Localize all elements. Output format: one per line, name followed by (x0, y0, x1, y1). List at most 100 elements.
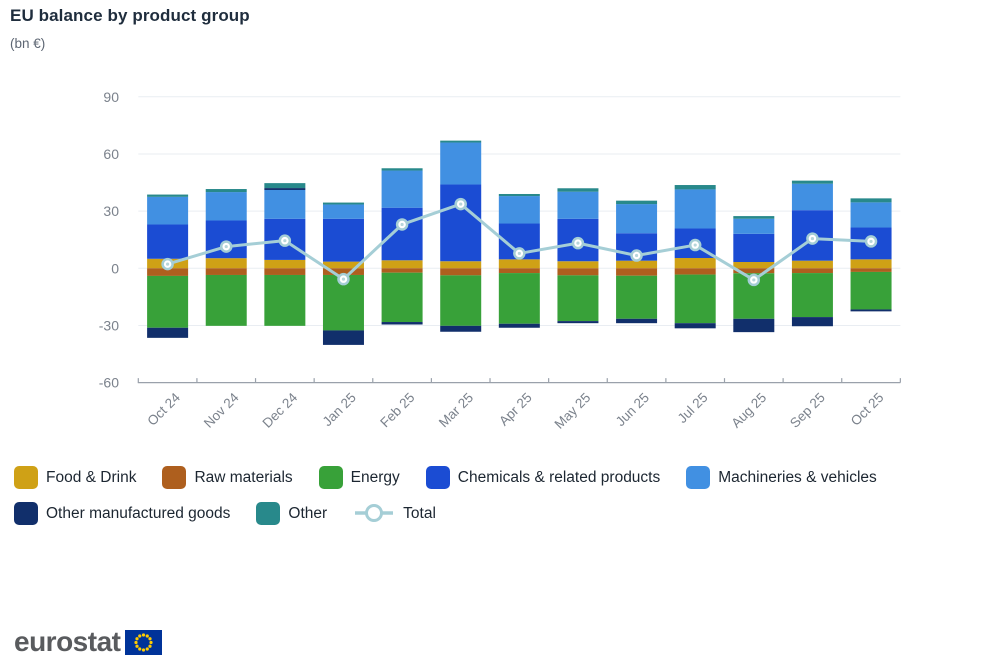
bar-segment[interactable] (557, 275, 599, 322)
bar-segment[interactable] (322, 218, 364, 262)
bar-segment[interactable] (616, 318, 658, 324)
legend-item-other[interactable]: Other (256, 501, 327, 525)
bar-segment[interactable] (322, 202, 364, 205)
legend-item-chemicals-related-products[interactable]: Chemicals & related products (425, 466, 660, 489)
bar-segment[interactable] (264, 183, 306, 189)
bar-segment[interactable] (147, 268, 189, 276)
bar-segment[interactable] (674, 185, 716, 190)
bar-segment[interactable] (147, 327, 189, 338)
bar-segment[interactable] (557, 191, 599, 219)
bar-segment[interactable] (264, 268, 306, 275)
chart-unit-subtitle: (bn €) (10, 36, 46, 51)
bar-segment[interactable] (498, 273, 540, 324)
bar-segment[interactable] (850, 202, 892, 228)
bar-segment[interactable] (205, 274, 247, 326)
bar-segment[interactable] (850, 198, 892, 203)
total-marker-dot (283, 239, 287, 243)
bar-segment[interactable] (440, 184, 482, 262)
bar-segment[interactable] (498, 196, 540, 224)
total-marker-dot (634, 253, 639, 258)
bar-segment[interactable] (733, 233, 775, 263)
bar-segment[interactable] (205, 258, 247, 269)
bar-segment[interactable] (557, 188, 599, 192)
bar-segment[interactable] (733, 318, 775, 333)
eu-flag-star (149, 640, 154, 644)
bar-segment[interactable] (791, 180, 833, 184)
bar-segment[interactable] (616, 275, 658, 319)
bar-segment[interactable] (322, 204, 364, 219)
bar-segment[interactable] (381, 272, 423, 323)
bar-segment[interactable] (498, 268, 540, 274)
bar-segment[interactable] (557, 268, 599, 276)
bar-segment[interactable] (381, 207, 423, 261)
bar-segment[interactable] (147, 194, 189, 197)
bar-segment[interactable] (147, 275, 189, 328)
bar-segment[interactable] (322, 268, 364, 275)
bar-segment[interactable] (557, 321, 599, 324)
bar-segment[interactable] (498, 323, 540, 328)
total-marker-dot (224, 244, 228, 249)
bar-segment[interactable] (322, 261, 364, 269)
bar-segment[interactable] (440, 275, 482, 326)
bar-segment[interactable] (674, 189, 716, 229)
bar-segment[interactable] (791, 273, 833, 318)
bar-segment[interactable] (733, 268, 775, 274)
bar-segment[interactable] (381, 168, 423, 171)
bar-segment[interactable] (147, 196, 189, 225)
bar-segment[interactable] (205, 192, 247, 221)
eu-flag-star (146, 633, 150, 638)
bar-segment[interactable] (674, 268, 716, 275)
bar-segment[interactable] (674, 323, 716, 329)
y-axis-label: 30 (103, 203, 119, 219)
bar-segment[interactable] (440, 325, 482, 332)
bar-segment[interactable] (791, 183, 833, 211)
bar-segment[interactable] (616, 200, 658, 205)
bar-segment[interactable] (440, 140, 482, 143)
bar-segment[interactable] (616, 260, 658, 269)
bar-segment[interactable] (733, 218, 775, 234)
bar-segment[interactable] (850, 268, 892, 272)
bar-segment[interactable] (674, 274, 716, 324)
legend-item-food-drink[interactable]: Food & Drink (14, 466, 136, 489)
eurostat-logo-text: eurostat (14, 626, 121, 657)
legend-item-other-manufactured-goods[interactable]: Other manufactured goods (14, 501, 230, 525)
bar-segment[interactable] (850, 309, 892, 312)
bar-segment[interactable] (616, 268, 658, 276)
bar-segment[interactable] (733, 216, 775, 219)
bar-segment[interactable] (264, 274, 306, 326)
bar-segment[interactable] (322, 330, 364, 345)
bar-segment[interactable] (498, 193, 540, 197)
legend-item-energy[interactable]: Energy (318, 466, 400, 489)
bar-segment[interactable] (440, 268, 482, 276)
bar-segment[interactable] (850, 259, 892, 269)
eurostat-logo: eurostat (14, 626, 163, 657)
bar-segment[interactable] (498, 259, 540, 269)
eu-flag-star (142, 632, 146, 637)
bar-segment[interactable] (440, 261, 482, 269)
legend-item-total[interactable]: Total (353, 501, 436, 525)
bar-segment[interactable] (616, 204, 658, 234)
bar-segment[interactable] (791, 268, 833, 274)
total-marker-dot (400, 222, 404, 227)
bar-segment[interactable] (791, 317, 833, 327)
legend-swatch (318, 466, 343, 489)
bar-segment[interactable] (264, 189, 306, 219)
legend-item-raw-materials[interactable]: Raw materials (162, 466, 293, 489)
bar-segment[interactable] (674, 258, 716, 269)
bar-segment[interactable] (264, 259, 306, 269)
bar-segment[interactable] (440, 142, 482, 185)
x-axis-label: Sep 25 (787, 390, 828, 431)
bar-segment[interactable] (381, 268, 423, 273)
bar-segment[interactable] (381, 170, 423, 208)
bar-segment[interactable] (557, 261, 599, 269)
bar-segment[interactable] (733, 262, 775, 269)
legend-item-machineries-vehicles[interactable]: Machineries & vehicles (686, 466, 877, 489)
bar-segment[interactable] (850, 271, 892, 310)
bar-segment[interactable] (205, 268, 247, 275)
bar-segment[interactable] (147, 224, 189, 259)
bar-segment[interactable] (205, 189, 247, 193)
bar-segment[interactable] (264, 188, 306, 190)
bar-segment[interactable] (381, 260, 423, 269)
bar-segment[interactable] (791, 260, 833, 269)
bar-segment[interactable] (381, 322, 423, 325)
